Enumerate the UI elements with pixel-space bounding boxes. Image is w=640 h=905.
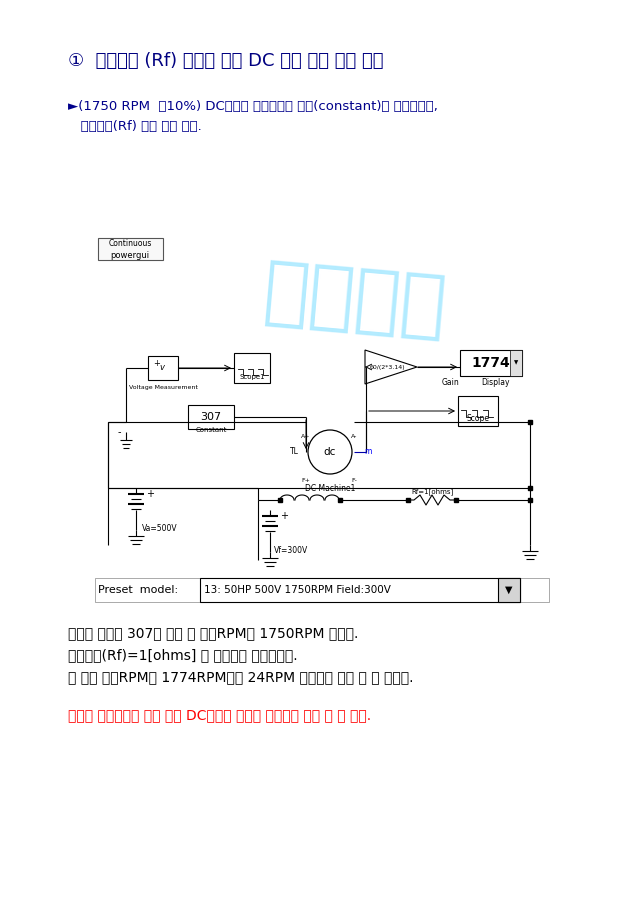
Text: v: v (159, 364, 164, 373)
Text: dc: dc (324, 447, 336, 457)
Text: A+: A+ (301, 433, 311, 439)
Text: Preset  model:: Preset model: (98, 585, 178, 595)
Text: 307: 307 (200, 412, 221, 422)
Text: -: - (118, 427, 121, 437)
Text: Scope1: Scope1 (239, 374, 265, 380)
Text: F+: F+ (301, 478, 310, 482)
Text: Vf=300V: Vf=300V (274, 546, 308, 555)
Text: +: + (280, 511, 288, 521)
Bar (200, 578, 520, 602)
Text: 위에서 부하를 307로 맞준 후 정격RPM은 1750RPM 이였다.: 위에서 부하를 307로 맞준 후 정격RPM은 1750RPM 이였다. (68, 626, 358, 640)
Bar (460, 350, 522, 376)
Bar (510, 350, 522, 376)
Text: Gain: Gain (441, 378, 459, 387)
Text: 예리보기: 예리보기 (260, 255, 450, 345)
Text: DC Machine1: DC Machine1 (305, 484, 355, 493)
Text: Voltage Measurement: Voltage Measurement (129, 385, 197, 390)
Text: ▼: ▼ (514, 360, 518, 366)
Text: 계자저항(Rf)=1[ohms] 을 계자측에 넣어주었다.: 계자저항(Rf)=1[ohms] 을 계자측에 넣어주었다. (68, 648, 298, 662)
Text: 60/(2*3.14): 60/(2*3.14) (369, 365, 405, 369)
Bar (98, 238, 163, 260)
Bar (458, 396, 498, 426)
Text: Constant: Constant (195, 427, 227, 433)
Bar (95, 578, 549, 602)
Text: ①  계자저항 (Rf) 변화에 따른 DC 모터 속도 제어 방법: ① 계자저항 (Rf) 변화에 따른 DC 모터 속도 제어 방법 (68, 52, 383, 70)
Text: 그 결과 정격RPM이 1774RPM으로 24RPM 증가하는 것을 알 수 있었다.: 그 결과 정격RPM이 1774RPM으로 24RPM 증가하는 것을 알 수 … (68, 670, 413, 684)
Text: Scope: Scope (467, 414, 490, 423)
Text: ►(1750 RPM  ㈐10%) DC모터의 속도제어를 부하(constant)를 고정시키고,: ►(1750 RPM ㈐10%) DC모터의 속도제어를 부하(constant… (68, 100, 438, 113)
Text: F-: F- (351, 478, 357, 482)
Text: A-: A- (351, 433, 357, 439)
Text: powergui: powergui (111, 251, 150, 260)
Text: TL: TL (289, 447, 298, 456)
Text: m: m (364, 447, 372, 456)
Text: 계자저항(Rf) 으로 제어 한다.: 계자저항(Rf) 으로 제어 한다. (68, 120, 202, 133)
Text: Va=500V: Va=500V (142, 524, 178, 533)
Text: Rf=1[ohms]: Rf=1[ohms] (411, 488, 453, 495)
Text: Display: Display (481, 378, 509, 387)
Text: 1774: 1774 (472, 356, 510, 370)
Bar (188, 405, 234, 429)
Text: +: + (153, 358, 160, 367)
Text: ▼: ▼ (505, 585, 513, 595)
Text: Continuous: Continuous (108, 239, 152, 248)
Text: +: + (146, 489, 154, 499)
Text: 이로써 계자저항을 넣어 주면 DC모터의 속도가 증가하는 것을 볼 수 있다.: 이로써 계자저항을 넣어 주면 DC모터의 속도가 증가하는 것을 볼 수 있다… (68, 708, 371, 722)
Bar (234, 353, 270, 383)
Text: 13: 50HP 500V 1750RPM Field:300V: 13: 50HP 500V 1750RPM Field:300V (204, 585, 391, 595)
Bar (498, 578, 520, 602)
Bar (148, 356, 178, 380)
